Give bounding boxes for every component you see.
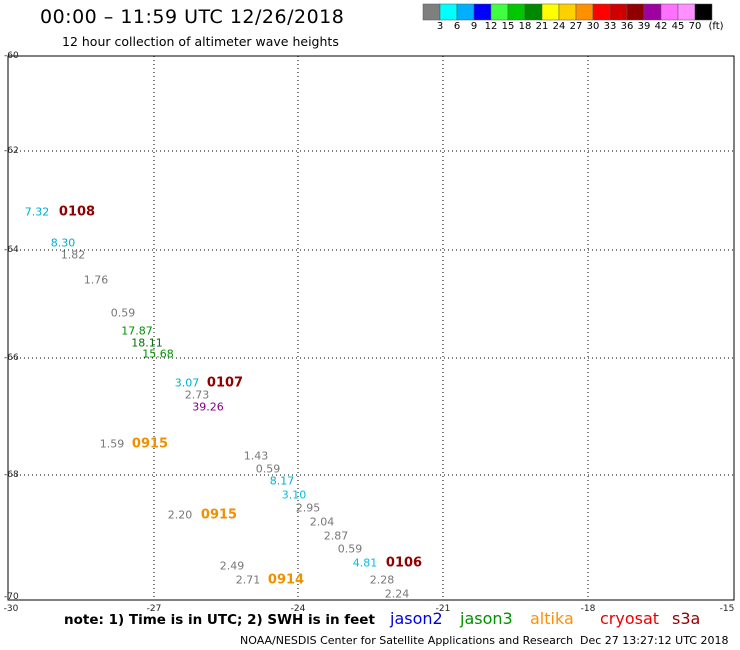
colorbar-label: 6 (453, 21, 461, 32)
colorbar-label: 70 (688, 21, 702, 32)
wave-height-label: 39.26 (192, 400, 224, 414)
lat-tick-label: -62 (4, 146, 19, 156)
colorbar-swatch (626, 3, 645, 21)
colorbar-label: 39 (637, 21, 651, 32)
lon-tick-label: -30 (3, 604, 19, 614)
colorbar (422, 3, 713, 21)
wave-height-label: 18.11 (131, 336, 163, 350)
pass-time-label: 0914 (267, 572, 305, 588)
wave-height-label: 2.87 (323, 529, 349, 543)
lon-tick-label: -24 (290, 604, 306, 614)
colorbar-label: 33 (603, 21, 617, 32)
colorbar-swatch (524, 3, 543, 21)
colorbar-label: 15 (501, 21, 515, 32)
colorbar-swatch (575, 3, 594, 21)
lon-tick-label: -18 (580, 604, 596, 614)
pass-time-label: 0107 (206, 375, 244, 391)
pass-time-label: 0915 (200, 507, 238, 523)
lon-tick-label: -27 (146, 604, 162, 614)
wave-height-label: 4.81 (352, 556, 378, 570)
colorbar-label: 36 (620, 21, 634, 32)
wave-height-label: 8.17 (269, 474, 295, 488)
wave-height-label: 2.71 (235, 573, 261, 587)
colorbar-label: 3 (436, 21, 444, 32)
footer-timestamp: Dec 27 13:27:12 UTC 2018 (580, 634, 729, 647)
colorbar-label: 24 (552, 21, 566, 32)
wave-height-label: 17.87 (121, 324, 153, 338)
wave-height-label: 7.32 (24, 205, 50, 219)
colorbar-label: 12 (484, 21, 498, 32)
wave-height-label: 2.28 (369, 573, 395, 587)
wave-height-label: 3.10 (281, 488, 307, 502)
note-text: note: 1) Time is in UTC; 2) SWH is in fe… (64, 612, 375, 628)
wave-height-label: 2.20 (167, 508, 193, 522)
lon-tick-label: -21 (435, 604, 451, 614)
wave-height-label: 15.68 (142, 347, 174, 361)
wave-height-label: 1.76 (83, 273, 109, 287)
colorbar-swatch (490, 3, 509, 21)
colorbar-swatch (507, 3, 526, 21)
lat-tick-label: -66 (4, 353, 19, 363)
wave-height-label: 2.73 (184, 388, 210, 402)
wave-height-label: 2.04 (309, 515, 335, 529)
wave-height-label: 0.59 (110, 306, 136, 320)
colorbar-swatch (422, 3, 441, 21)
wave-height-label: 2.95 (295, 501, 321, 515)
wave-height-label: 3.07 (174, 376, 200, 390)
wave-height-label: 8.30 (50, 236, 76, 250)
colorbar-label: 9 (470, 21, 478, 32)
colorbar-swatch (473, 3, 492, 21)
colorbar-swatch (456, 3, 475, 21)
colorbar-swatch (609, 3, 628, 21)
lat-tick-label: -64 (4, 245, 19, 255)
pass-time-label: 0915 (131, 436, 169, 452)
legend-s3a: s3a (672, 609, 701, 628)
colorbar-label: (ft) (708, 21, 724, 32)
wave-height-label: 0.59 (337, 542, 363, 556)
wave-height-label: 2.24 (384, 587, 410, 601)
pass-time-label: 0108 (58, 204, 96, 220)
colorbar-swatch (592, 3, 611, 21)
lon-tick-label: -15 (719, 604, 735, 614)
lat-tick-label: -70 (4, 592, 19, 602)
legend-jason2: jason2 (390, 609, 443, 628)
colorbar-swatch (677, 3, 696, 21)
map-border (7, 55, 735, 601)
legend-altika: altika (530, 609, 574, 628)
wave-height-label: 1.43 (243, 449, 269, 463)
wave-height-label: 1.59 (99, 437, 125, 451)
legend-jason3: jason3 (460, 609, 513, 628)
lat-tick-label: -60 (4, 51, 19, 61)
legend-cryosat: cryosat (600, 609, 660, 628)
page-title: 00:00 – 11:59 UTC 12/26/2018 (40, 6, 345, 28)
colorbar-label: 27 (569, 21, 583, 32)
graticule (8, 56, 734, 600)
colorbar-label: 45 (671, 21, 685, 32)
pass-time-label: 0106 (385, 555, 423, 571)
wave-height-label: 1.82 (60, 248, 86, 262)
colorbar-swatch (660, 3, 679, 21)
colorbar-swatch (558, 3, 577, 21)
colorbar-label: 42 (654, 21, 668, 32)
wave-height-label: 0.59 (255, 462, 281, 476)
colorbar-label: 21 (535, 21, 549, 32)
footer-credit: NOAA/NESDIS Center for Satellite Applica… (240, 634, 574, 647)
colorbar-swatch (643, 3, 662, 21)
lat-tick-label: -68 (4, 470, 19, 480)
colorbar-swatch (439, 3, 458, 21)
wave-height-label: 2.49 (219, 559, 245, 573)
page-subtitle: 12 hour collection of altimeter wave hei… (62, 34, 339, 49)
colorbar-label: 30 (586, 21, 600, 32)
colorbar-swatch (541, 3, 560, 21)
colorbar-label: 18 (518, 21, 532, 32)
colorbar-swatch (694, 3, 713, 21)
